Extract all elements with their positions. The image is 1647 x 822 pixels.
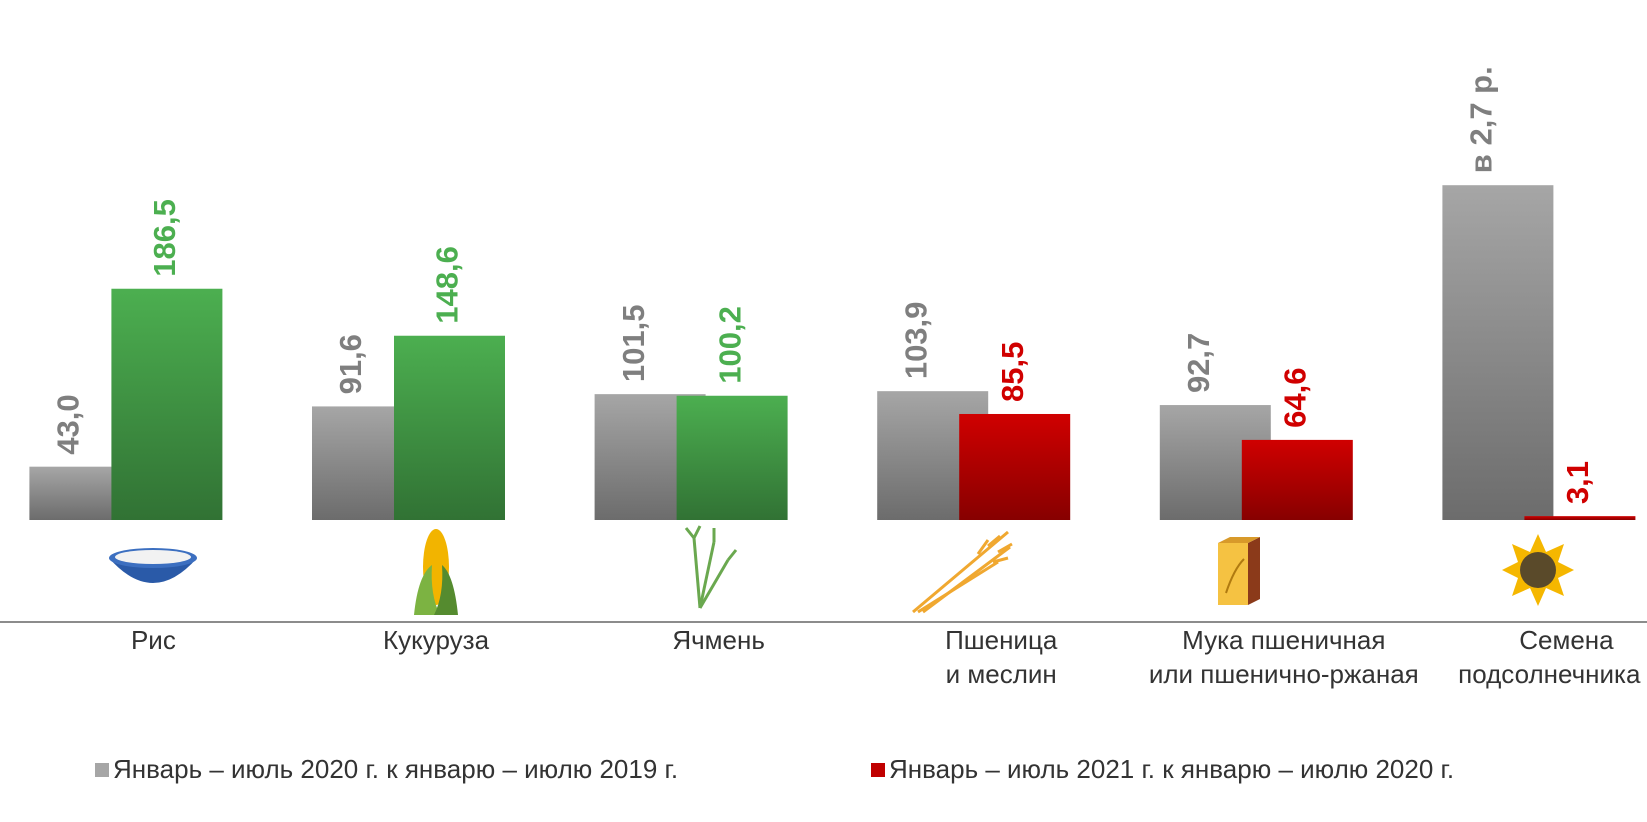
legend-label: Январь – июль 2021 г. к январю – июлю 20… — [889, 754, 1454, 784]
bar — [1524, 516, 1636, 520]
icon-wheat — [912, 530, 1013, 614]
value-label: 186,5 — [147, 199, 182, 277]
value-label: 103,9 — [898, 302, 933, 380]
legend-label: Январь – июль 2020 г. к январю – июлю 20… — [113, 754, 678, 784]
x-tick-label: и меслин — [946, 659, 1057, 689]
icon-barley — [684, 525, 738, 609]
x-tick-label: Кукуруза — [383, 625, 490, 655]
bar — [1442, 185, 1554, 520]
value-label: 43,0 — [51, 394, 86, 454]
bar — [959, 413, 1071, 520]
value-label: в 2,7 р. — [1464, 66, 1499, 173]
value-label: 85,5 — [995, 342, 1030, 402]
value-label: 91,6 — [333, 334, 368, 394]
icon-corn — [414, 529, 458, 615]
value-label: 101,5 — [616, 305, 651, 383]
bar — [394, 335, 505, 520]
x-tick-label: Рис — [131, 625, 176, 655]
icon-flour — [1218, 537, 1260, 605]
x-tick-label: или пшенично-ржаная — [1149, 659, 1419, 689]
bar — [111, 288, 223, 520]
legend-swatch — [871, 763, 885, 777]
bar — [1241, 439, 1353, 520]
x-tick-label: Ячмень — [672, 625, 765, 655]
x-tick-label: подсолнечника — [1458, 659, 1641, 689]
legend-swatch — [95, 763, 109, 777]
x-tick-label: Пшеница — [945, 625, 1058, 655]
x-tick-label: Семена — [1519, 625, 1614, 655]
value-label: 64,6 — [1277, 368, 1312, 428]
x-tick-label: Мука пшеничная — [1182, 625, 1385, 655]
value-label: 100,2 — [712, 306, 747, 384]
bar — [676, 395, 788, 520]
icon-sunflower — [1502, 534, 1574, 606]
value-label: 3,1 — [1560, 461, 1595, 504]
value-label: 92,7 — [1181, 333, 1216, 393]
icon-rice — [109, 548, 197, 583]
value-label: 148,6 — [430, 246, 465, 324]
